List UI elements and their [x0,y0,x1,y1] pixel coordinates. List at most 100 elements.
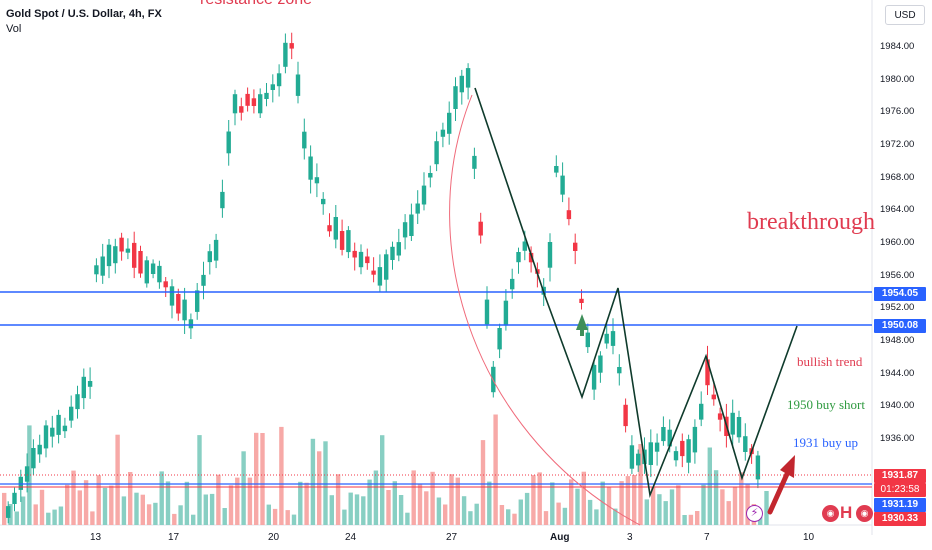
volume-bar [713,470,719,525]
volume-bar [361,496,366,525]
volume-bar [146,504,152,525]
volume-bar [720,489,725,525]
flag-eu-icon[interactable]: ◉ [856,505,873,522]
candle-body [119,237,124,252]
candle-body [327,225,332,232]
candle-body [321,198,326,205]
candle-body [220,191,225,209]
volume-bar [102,487,108,525]
price-tick: 1948.00 [880,335,915,346]
event-h-icon[interactable]: H [840,503,853,522]
price-tick: 1984.00 [880,41,915,52]
candle-body [554,166,559,173]
volume-bar [405,512,410,525]
candle-body [585,332,590,348]
candle-body [699,403,704,420]
volume-bar [745,484,750,525]
candle-body [591,364,597,390]
volume-bar [128,472,133,525]
lightning-icon[interactable]: ⚡ [746,505,763,522]
candle-body [667,429,672,447]
volume-bar [455,477,460,525]
candle-body [497,328,502,350]
volume-bar [115,434,120,525]
volume-bar [39,489,45,525]
volume-bar [550,482,555,525]
time-tick: 17 [168,532,180,543]
candle-body [384,254,389,280]
candle-body [604,333,609,344]
volume-bar [342,509,347,525]
candle-body [283,42,288,67]
candle-body [169,286,175,306]
volume-bar [386,490,391,525]
candle-body [43,425,49,449]
volume-bar [191,514,196,525]
candle-body [339,231,345,250]
candle-body [94,265,99,275]
volume-bar [480,440,486,525]
resistance-zone-text: resistance zone [200,0,312,9]
candle-body [302,131,307,149]
flag-us-icon[interactable]: ◉ [822,505,839,522]
volume-bar [228,485,234,525]
zigzag-pattern [474,87,798,498]
time-tick: 10 [803,532,815,543]
candle-body [106,244,112,267]
volume-bar [581,471,586,525]
volume-bar [411,470,416,525]
candle-body [352,250,357,258]
price-tick: 1960.00 [880,237,915,248]
volume-bar [241,451,246,525]
volume-bar [562,507,568,525]
candle-body [396,242,401,256]
candle-body [743,436,748,452]
volume-bar [688,514,694,525]
volume-bar [625,476,631,525]
volume-bar [506,509,511,525]
volume-bar [159,471,164,525]
volume-bar [235,477,240,525]
volume-bar [52,509,57,525]
volume-bar [443,504,448,525]
volume-bar [468,511,473,525]
time-tick: 13 [90,532,102,543]
volume-bar [285,510,290,525]
volume-bar [707,447,712,525]
volume-bar [417,484,423,525]
time-tick-month: Aug [550,532,570,543]
volume-bar [632,475,637,525]
volume-bar [487,481,492,525]
volume-bar [96,475,101,525]
volume-bar [764,491,769,525]
candle-body [692,426,698,453]
volume-bar [650,487,656,525]
candle-body [201,274,206,286]
volume-bar [594,509,599,525]
candle-body [528,252,534,263]
volume-bar [600,481,605,525]
candle-body [163,281,168,288]
candle-body [421,185,427,205]
volume-bar [140,494,145,525]
currency-button[interactable]: USD [885,5,925,25]
time-tick: 24 [345,532,357,543]
level-tag-lower: 1950.08 [874,319,926,333]
candle-body [755,455,761,480]
bullish-arrow-head [780,455,795,478]
volume-bar [304,482,309,525]
volume-bar [77,490,82,525]
candle-body [510,278,515,290]
price-tag: 1930.33 [874,512,926,526]
candle-body [276,73,282,87]
volume-bar [222,508,227,525]
candle-body [478,221,483,236]
volume-bar [329,495,334,525]
candle-body [18,476,23,490]
candle-body [610,331,616,346]
candle-body [705,359,710,386]
candle-body [188,319,194,329]
volume-bar [373,470,379,525]
candle-body [465,68,471,88]
